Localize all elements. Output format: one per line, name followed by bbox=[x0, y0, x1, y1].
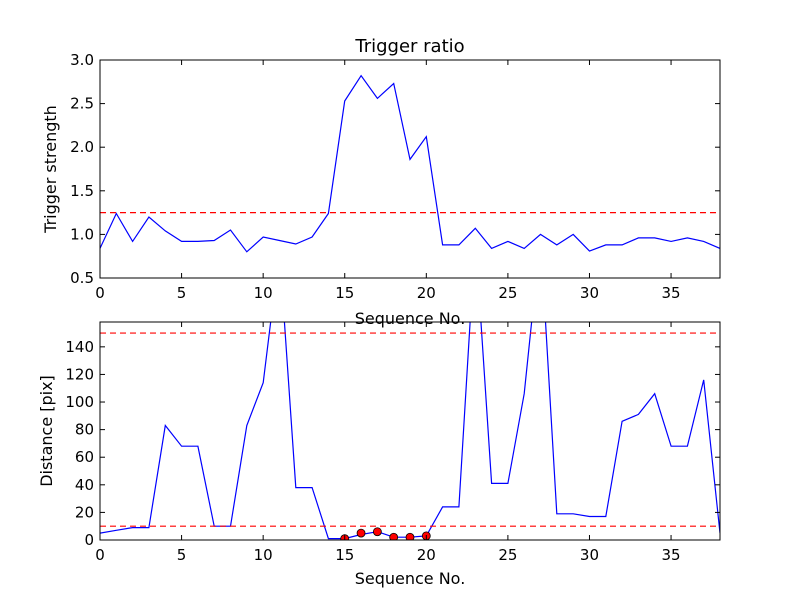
y-tick-label-top: 1.5 bbox=[70, 182, 94, 200]
x-tick-label-bottom: 5 bbox=[177, 546, 187, 564]
x-tick-label-top: 15 bbox=[335, 284, 354, 302]
plot-content-top bbox=[100, 74, 720, 253]
marker-point-bottom bbox=[389, 532, 399, 540]
x-tick-label-bottom: 35 bbox=[662, 546, 681, 564]
x-tick-label-top: 10 bbox=[254, 284, 273, 302]
chart-title-top: Trigger ratio bbox=[354, 36, 464, 57]
x-tick-label-top: 20 bbox=[417, 284, 436, 302]
marker-point-bottom bbox=[372, 527, 382, 537]
x-tick-label-top: 5 bbox=[177, 284, 187, 302]
plot-frame-bottom bbox=[99, 321, 721, 541]
series-line-top-0 bbox=[100, 74, 720, 253]
x-axis-label-bottom: Sequence No. bbox=[355, 569, 466, 588]
y-tick-label-bottom: 60 bbox=[75, 448, 94, 466]
y-tick-label-bottom: 20 bbox=[75, 503, 94, 521]
x-tick-label-bottom: 0 bbox=[95, 546, 105, 564]
x-tick-label-top: 35 bbox=[662, 284, 681, 302]
x-tick-label-bottom: 25 bbox=[498, 546, 517, 564]
x-tick-label-top: 0 bbox=[95, 284, 105, 302]
y-tick-label-bottom: 100 bbox=[65, 393, 94, 411]
marker-point-bottom bbox=[405, 532, 415, 540]
y-tick-label-bottom: 80 bbox=[75, 421, 94, 439]
x-axis-label-top: Sequence No. bbox=[355, 309, 466, 328]
x-tick-label-bottom: 10 bbox=[254, 546, 273, 564]
plot-content-bottom bbox=[100, 322, 720, 540]
y-tick-label-bottom: 40 bbox=[75, 476, 94, 494]
y-tick-label-bottom: 120 bbox=[65, 365, 94, 383]
x-tick-label-bottom: 20 bbox=[417, 546, 436, 564]
y-tick-label-bottom: 140 bbox=[65, 338, 94, 356]
plot-frame-top bbox=[99, 59, 721, 279]
plot-area-top bbox=[100, 60, 720, 278]
x-tick-label-top: 25 bbox=[498, 284, 517, 302]
y-tick-label-top: 0.5 bbox=[70, 269, 94, 287]
y-tick-label-top: 2.0 bbox=[70, 138, 94, 156]
y-axis-label-top: Trigger strength bbox=[41, 105, 60, 234]
x-tick-label-bottom: 30 bbox=[580, 546, 599, 564]
x-tick-label-bottom: 15 bbox=[335, 546, 354, 564]
x-tick-label-top: 30 bbox=[580, 284, 599, 302]
y-tick-label-top: 3.0 bbox=[70, 51, 94, 69]
marker-point-bottom bbox=[356, 528, 366, 538]
y-tick-label-top: 1.0 bbox=[70, 225, 94, 243]
y-axis-label-bottom: Distance [pix] bbox=[37, 375, 56, 487]
plot-area-bottom bbox=[100, 322, 720, 540]
y-tick-label-bottom: 0 bbox=[84, 531, 94, 549]
y-tick-label-top: 2.5 bbox=[70, 95, 94, 113]
